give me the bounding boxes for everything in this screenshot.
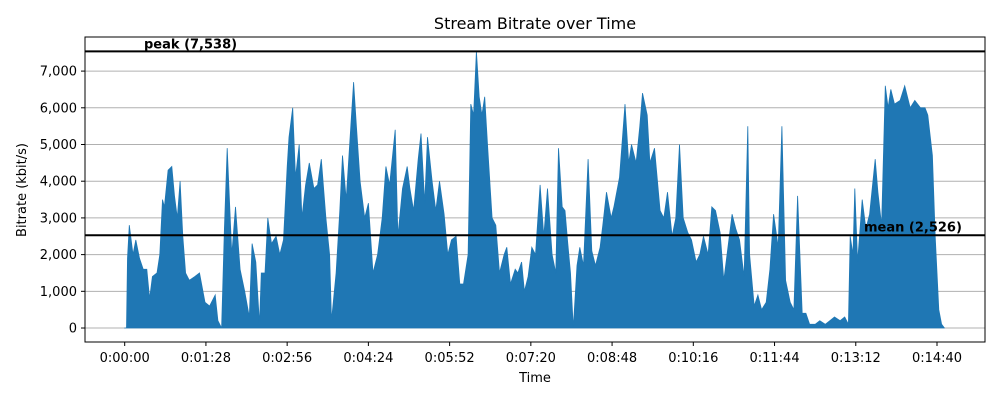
x-tick-label: 0:07:20 bbox=[506, 351, 556, 366]
y-tick-label: 4,000 bbox=[40, 175, 77, 190]
x-axis: 0:00:00 0:01:28 0:02:56 0:04:24 0:05:52 0:07:… bbox=[100, 342, 962, 366]
y-tick-label: 2,000 bbox=[40, 248, 77, 263]
y-axis-label: Bitrate (kbit/s) bbox=[15, 143, 30, 237]
x-tick-label: 0:11:44 bbox=[749, 351, 799, 366]
x-tick-label: 0:13:12 bbox=[831, 351, 881, 366]
x-tick-label: 0:14:40 bbox=[912, 351, 962, 366]
plot-frame bbox=[84, 36, 986, 343]
x-tick-label: 0:01:28 bbox=[181, 351, 231, 366]
peak-label: peak (7,538) bbox=[144, 37, 237, 52]
y-tick-label: 0 bbox=[69, 322, 77, 337]
y-tick-label: 6,000 bbox=[40, 101, 77, 116]
y-tick-label: 3,000 bbox=[40, 211, 77, 226]
x-tick-label: 0:00:00 bbox=[100, 351, 150, 366]
mean-label: mean (2,526) bbox=[864, 220, 962, 235]
x-axis-label: Time bbox=[518, 371, 551, 386]
y-tick-label: 5,000 bbox=[40, 138, 77, 153]
x-tick-label: 0:04:24 bbox=[343, 351, 393, 366]
y-tick-label: 7,000 bbox=[40, 65, 77, 80]
y-axis: 0 1,000 2,000 3,000 4,000 5,000 6,000 7,000 bbox=[40, 65, 85, 337]
y-tick-label: 1,000 bbox=[40, 285, 77, 300]
x-tick-label: 0:02:56 bbox=[262, 351, 312, 366]
x-tick-label: 0:05:52 bbox=[425, 351, 475, 366]
bitrate-area bbox=[124, 51, 945, 329]
x-tick-label: 0:08:48 bbox=[587, 351, 637, 366]
chart-title: Stream Bitrate over Time bbox=[434, 14, 636, 33]
x-tick-label: 0:10:16 bbox=[668, 351, 718, 366]
